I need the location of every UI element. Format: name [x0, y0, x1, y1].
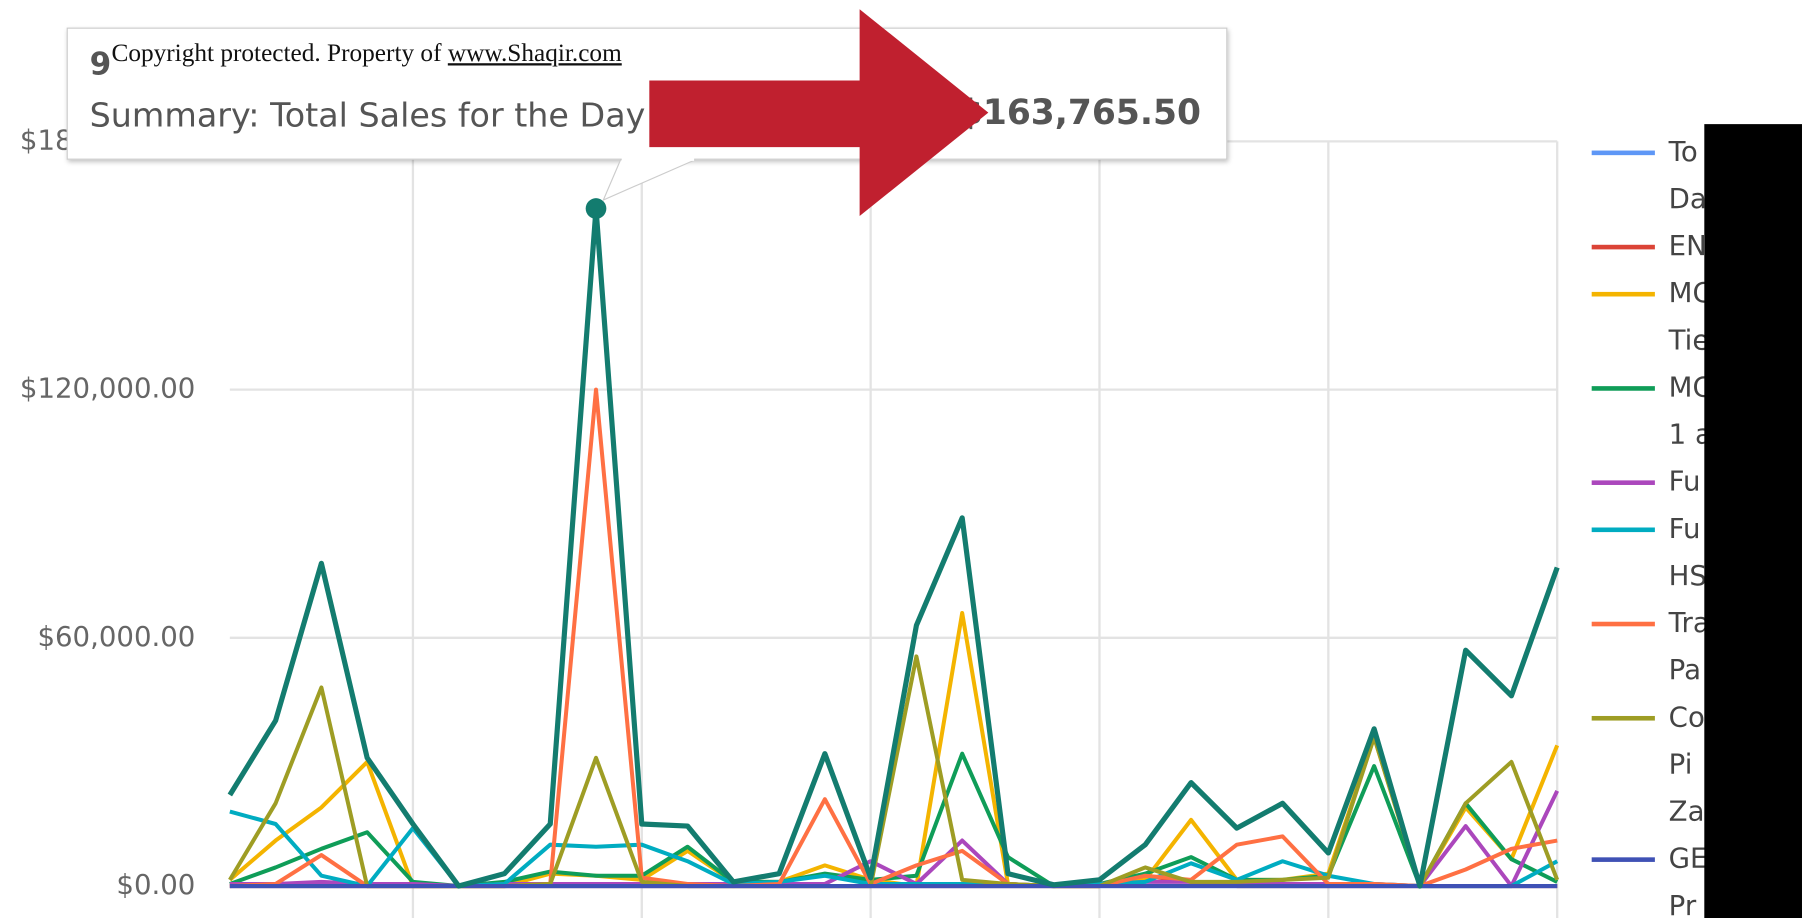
tooltip: 9 Copyright protected. Property of www.S…	[66, 27, 1228, 160]
legend-swatch	[1591, 857, 1655, 862]
legend-item[interactable]: EN	[1591, 223, 1802, 270]
legend-item[interactable]: Co Pi Za	[1591, 694, 1802, 835]
legend-item[interactable]: GE Pr	[1591, 835, 1802, 918]
legend-label: Tra Pa	[1668, 606, 1710, 687]
legend-swatch	[1591, 244, 1655, 250]
tooltip-value: $163,765.50	[958, 93, 1201, 134]
legend-item[interactable]: Fu	[1591, 459, 1802, 506]
legend-swatch	[1591, 527, 1655, 533]
tooltip-x: 9	[89, 47, 112, 83]
legend-label: Fu HS	[1668, 512, 1707, 592]
legend-swatch	[1591, 480, 1655, 485]
legend-label: EN	[1668, 229, 1707, 263]
legend-swatch	[1591, 150, 1655, 156]
legend-swatch	[1591, 291, 1655, 297]
legend-item[interactable]: To Da	[1591, 129, 1802, 223]
legend-item[interactable]: Fu HS	[1591, 506, 1802, 600]
y-tick-label: $60,000.00	[37, 620, 195, 653]
tooltip-series: Summary: Total Sales for the Day	[89, 95, 646, 135]
legend-swatch	[1591, 386, 1655, 391]
y-tick-label: $0.00	[116, 868, 195, 901]
legend-item[interactable]: Tra Pa	[1591, 600, 1802, 694]
legend-label: Fu	[1668, 465, 1701, 498]
watermark-link[interactable]: www.Shaqir.com	[447, 37, 622, 67]
watermark: Copyright protected. Property of www.Sha…	[111, 38, 621, 68]
highlight-point	[585, 198, 607, 219]
legend-swatch	[1591, 621, 1655, 627]
y-tick-label: $120,000.00	[20, 372, 195, 405]
series-line	[227, 205, 1560, 889]
legend-swatch	[1591, 715, 1655, 721]
watermark-text: Copyright protected. Property of	[111, 37, 448, 67]
legend-label: GE Pr	[1668, 842, 1708, 918]
redaction-box	[1704, 124, 1802, 918]
legend-label: Co Pi Za	[1668, 701, 1705, 828]
legend-label: To Da	[1668, 135, 1707, 215]
